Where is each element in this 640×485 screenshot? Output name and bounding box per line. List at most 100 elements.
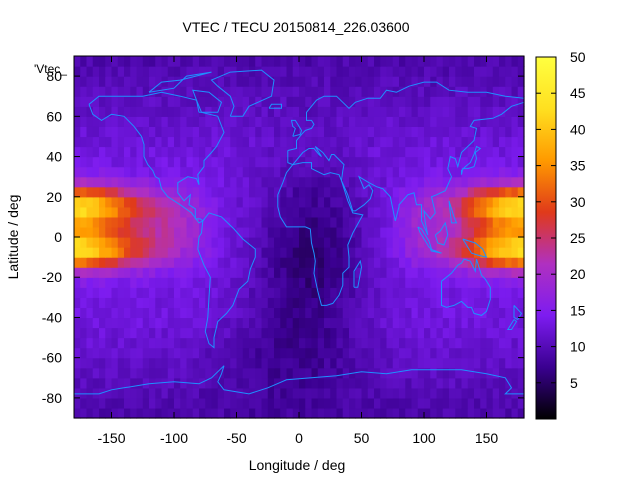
heatmap-cell [480, 317, 488, 329]
heatmap-cell [380, 377, 388, 389]
heatmap-cell [217, 136, 225, 148]
heatmap-cell [199, 66, 206, 77]
heatmap-cell [249, 116, 256, 127]
heatmap-cell [155, 247, 163, 258]
heatmap-cell [86, 247, 94, 258]
heatmap-cell [386, 186, 394, 198]
heatmap-cell [92, 267, 100, 278]
heatmap-cell [230, 327, 238, 339]
heatmap-cell [174, 407, 181, 419]
heatmap-cell [317, 166, 325, 178]
heatmap-cell [517, 267, 525, 278]
heatmap-cell [117, 247, 125, 258]
heatmap-cell [449, 196, 456, 208]
heatmap-cell [449, 106, 456, 117]
heatmap-cell [499, 66, 506, 77]
heatmap-cell [105, 96, 113, 107]
heatmap-cell [374, 267, 381, 278]
heatmap-cell [124, 357, 131, 369]
heatmap-cell [374, 377, 381, 389]
heatmap-cell [442, 287, 450, 298]
heatmap-cell [499, 226, 506, 238]
heatmap-cell [255, 216, 263, 228]
heatmap-cell [492, 226, 500, 238]
heatmap-cell [192, 357, 200, 369]
heatmap-cell [380, 337, 388, 349]
heatmap-cell [111, 387, 119, 399]
heatmap-cell [280, 126, 288, 138]
heatmap-cell [411, 247, 419, 258]
x-axis-label: Longitude / deg [249, 457, 346, 473]
heatmap-cell [349, 126, 356, 138]
heatmap-cell [405, 267, 413, 278]
heatmap-cell [361, 116, 369, 127]
heatmap-cell [324, 226, 331, 238]
heatmap-cell [399, 156, 406, 168]
heatmap-cell [436, 367, 444, 379]
heatmap-cell [205, 146, 213, 158]
heatmap-cell [324, 327, 331, 339]
heatmap-cell [399, 357, 406, 369]
heatmap-cell [167, 86, 175, 97]
heatmap-cell [411, 277, 419, 288]
heatmap-cell [286, 317, 294, 329]
heatmap-cell [92, 86, 100, 97]
heatmap-cell [230, 377, 238, 389]
heatmap-cell [186, 397, 194, 409]
heatmap-cell [336, 56, 344, 67]
heatmap-cell [492, 257, 500, 268]
heatmap-cell [155, 196, 163, 208]
legend-key: 'Vtec_ [34, 62, 67, 76]
heatmap-cell [355, 357, 363, 369]
heatmap-cell [199, 267, 206, 278]
heatmap-cell [261, 96, 269, 107]
heatmap-cell [105, 186, 113, 198]
heatmap-cell [86, 156, 94, 168]
heatmap-cell [292, 287, 300, 298]
heatmap-cell [99, 407, 106, 419]
heatmap-cell [286, 226, 294, 238]
heatmap-cell [505, 407, 513, 419]
heatmap-cell [367, 397, 375, 409]
heatmap-cell [117, 357, 125, 369]
heatmap-cell [180, 166, 188, 178]
heatmap-cell [92, 327, 100, 339]
heatmap-cell [367, 176, 375, 188]
heatmap-cell [280, 156, 288, 168]
heatmap-cell [424, 116, 431, 127]
heatmap-cell [74, 277, 81, 288]
heatmap-cell [99, 186, 106, 198]
heatmap-cell [124, 206, 131, 218]
heatmap-cell [180, 196, 188, 208]
heatmap-cell [205, 397, 213, 409]
heatmap-cell [317, 387, 325, 399]
heatmap-cell [149, 146, 156, 158]
heatmap-cell [124, 166, 131, 178]
heatmap-cell [436, 337, 444, 349]
heatmap-cell [499, 206, 506, 218]
heatmap-cell [261, 106, 269, 117]
heatmap-cell [461, 136, 469, 148]
heatmap-cell [174, 166, 181, 178]
heatmap-cell [474, 337, 481, 349]
heatmap-cell [105, 387, 113, 399]
heatmap-cell [80, 287, 88, 298]
heatmap-cell [436, 287, 444, 298]
heatmap-cell [480, 387, 488, 399]
heatmap-cell [486, 267, 494, 278]
heatmap-cell [342, 257, 350, 268]
heatmap-cell [399, 327, 406, 339]
heatmap-cell [186, 367, 194, 379]
heatmap-cell [511, 237, 519, 248]
heatmap-cell [286, 206, 294, 218]
heatmap-cell [424, 287, 431, 298]
heatmap-cell [86, 96, 94, 107]
heatmap-cell [155, 367, 163, 379]
heatmap-cell [249, 196, 256, 208]
heatmap-cell [499, 106, 506, 117]
heatmap-cell [299, 66, 306, 77]
heatmap-cell [442, 226, 450, 238]
heatmap-cell [442, 96, 450, 107]
heatmap-cell [342, 297, 350, 308]
heatmap-cell [255, 327, 263, 339]
